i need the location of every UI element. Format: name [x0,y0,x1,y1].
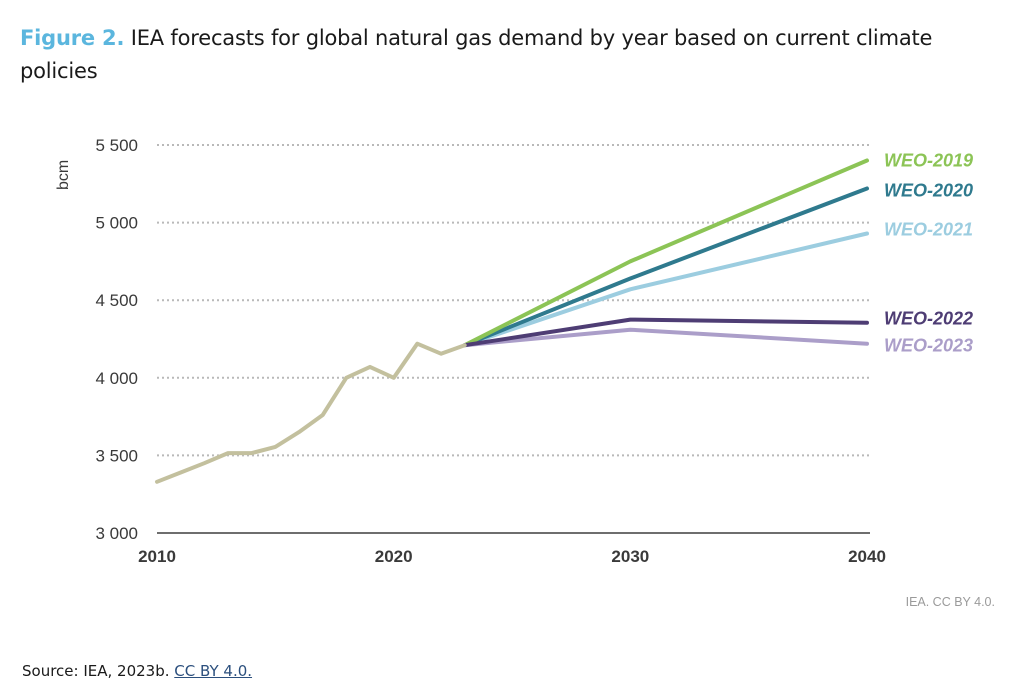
source-text: Source: IEA, 2023b. [22,662,175,680]
series-label-weo-2021: WEO-2021 [884,219,973,239]
license-link[interactable]: CC BY 4.0. [174,662,253,680]
x-tick-label: 2030 [611,547,649,566]
series-lines [155,158,869,484]
series-label-weo-2020: WEO-2020 [884,180,973,200]
chart-credit: IEA. CC BY 4.0. [906,595,995,609]
figure-caption-text: IEA forecasts for global natural gas dem… [20,26,933,83]
series-labels: WEO-2019 WEO-2020 WEO-2021 WEO-2022 WEO-2023 [884,151,973,356]
x-tick-label: 2020 [375,547,413,566]
figure-label: Figure 2. [20,26,125,50]
gridlines [157,144,870,457]
y-tick-label: 3 500 [95,446,138,465]
y-axis-label: bcm [55,160,72,190]
series-line-historical [155,341,467,484]
series-label-weo-2023: WEO-2023 [884,336,973,356]
series-label-weo-2019: WEO-2019 [884,151,973,171]
source-line: Source: IEA, 2023b. CC BY 4.0. [22,662,252,680]
y-tick-label: 5 000 [95,214,138,233]
figure-caption: Figure 2. IEA forecasts for global natur… [20,22,1010,88]
series-line-weo-2023 [462,327,869,348]
y-tick-label: 4 500 [95,291,138,310]
series-line-weo-2022 [462,317,869,348]
axes: 3 000 3 500 4 000 4 500 5 000 5 500 2010 2020 20… [95,136,885,566]
series-label-weo-2022: WEO-2022 [884,309,973,329]
series-line-weo-2021 [462,231,869,348]
series-line-weo-2019 [462,158,869,348]
series-line-weo-2020 [462,186,869,348]
x-tick-label: 2010 [138,547,176,566]
y-tick-label: 5 500 [95,136,138,155]
y-tick-label: 3 000 [95,524,138,543]
y-tick-label: 4 000 [95,369,138,388]
x-tick-label: 2040 [848,547,886,566]
